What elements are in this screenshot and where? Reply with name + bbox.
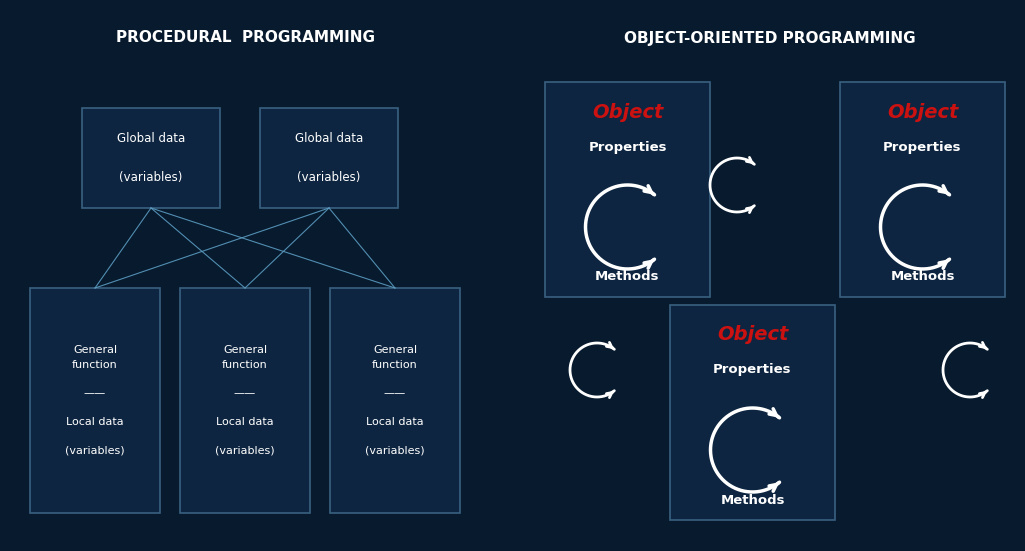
- Text: General
function

——

Local data

(variables): General function —— Local data (variable…: [66, 345, 125, 456]
- Text: Global data

(variables): Global data (variables): [295, 132, 363, 183]
- Text: Methods: Methods: [596, 271, 660, 284]
- Text: General
function

——

Local data

(variables): General function —— Local data (variable…: [215, 345, 275, 456]
- Text: OBJECT-ORIENTED PROGRAMMING: OBJECT-ORIENTED PROGRAMMING: [624, 30, 915, 46]
- Text: Properties: Properties: [884, 141, 961, 154]
- Text: Object: Object: [716, 326, 788, 344]
- Bar: [260, 108, 398, 208]
- Bar: [30, 288, 160, 513]
- Bar: [670, 305, 835, 520]
- Text: Global data

(variables): Global data (variables): [117, 132, 186, 183]
- Text: Methods: Methods: [721, 494, 785, 506]
- Bar: [82, 108, 220, 208]
- Text: Properties: Properties: [713, 364, 791, 376]
- Bar: [330, 288, 460, 513]
- Text: General
function

——

Local data

(variables): General function —— Local data (variable…: [365, 345, 424, 456]
- Text: Methods: Methods: [891, 271, 954, 284]
- Text: Object: Object: [591, 102, 663, 122]
- Text: Properties: Properties: [588, 141, 666, 154]
- Text: Object: Object: [887, 102, 958, 122]
- Bar: [840, 82, 1004, 297]
- Bar: [180, 288, 310, 513]
- Bar: [545, 82, 710, 297]
- Text: PROCEDURAL  PROGRAMMING: PROCEDURAL PROGRAMMING: [116, 30, 374, 46]
